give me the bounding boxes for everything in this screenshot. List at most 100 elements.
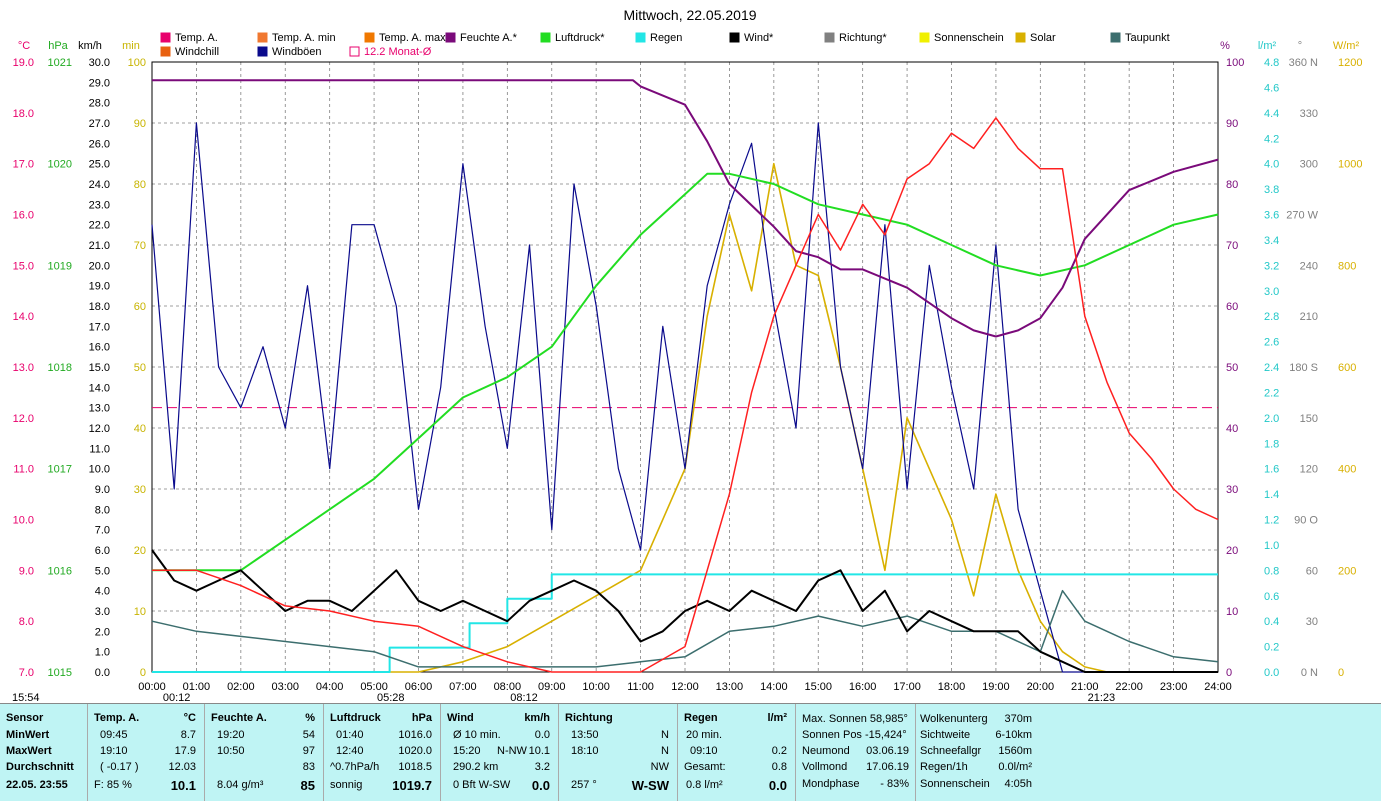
minutes-tick: 30 [134, 484, 146, 496]
solar-tick: 600 [1338, 362, 1356, 374]
legend-label: Windböen [272, 46, 322, 58]
astro-sun-pos: Sonnen Pos -15,424° [802, 729, 907, 741]
rain-tick: 4.0 [1264, 159, 1279, 171]
direction-tick: 180 S [1289, 362, 1318, 374]
rain-tick: 1.0 [1264, 540, 1279, 552]
legend-label: Feuchte A.* [460, 32, 518, 44]
pressure-current: 1019.7 [392, 778, 432, 793]
legend-swatch [1015, 32, 1026, 43]
direction-current: W-SW [631, 778, 669, 793]
humidity-tick: 90 [1226, 118, 1238, 130]
rain-tick: 3.2 [1264, 260, 1279, 272]
rain-tick: 3.8 [1264, 184, 1279, 196]
wind-title: Wind [447, 712, 474, 724]
sunshine-total: 4:05h [1004, 778, 1032, 790]
temp-tick: 11.0 [13, 464, 34, 476]
sunshine-label: Sonnenschein [920, 778, 990, 790]
rain-current: 0.0 [768, 778, 787, 793]
x-tick-label: 16:00 [849, 681, 877, 693]
pressure-title: Luftdruck [330, 712, 381, 724]
stats-humidity: Feuchte A. % 19:20 54 10:50 97 83 8.04 g… [205, 704, 324, 801]
legend-swatch [824, 32, 835, 43]
wind-tick: 12.0 [89, 423, 110, 435]
minutes-tick: 10 [134, 606, 146, 618]
wind-tick: 1.0 [95, 647, 110, 659]
row-avg-label: Durchschnitt [6, 761, 74, 773]
wind-tick: 22.0 [89, 220, 110, 232]
temp-tick: 18.0 [13, 108, 34, 120]
legend-label: Regen [650, 32, 682, 44]
humidity-max-time: 10:50 [217, 745, 245, 757]
x-tick-label: 17:00 [893, 681, 921, 693]
minutes-tick: 80 [134, 179, 146, 191]
minutes-tick: 90 [134, 118, 146, 130]
series-line-solar [152, 162, 1218, 673]
pressure-tick: 1019 [48, 260, 72, 272]
astro-fullmoon-label: Vollmond [802, 761, 848, 773]
direction-r3: NW [650, 761, 669, 773]
rain-tick: 2.2 [1264, 387, 1279, 399]
humidity-abs: 8.04 g/m³ [217, 779, 264, 791]
direction-deg: 257 ° [571, 779, 597, 791]
humidity-max: 97 [302, 745, 315, 757]
x-tick-label: 23:00 [1160, 681, 1188, 693]
wind-tick: 27.0 [89, 118, 110, 130]
temp-tick: 7.0 [19, 667, 34, 679]
minutes-tick: 40 [134, 423, 146, 435]
solar-tick: 0 [1338, 667, 1344, 679]
pressure-unit: hPa [411, 712, 432, 724]
humidity-avg: 83 [302, 761, 315, 773]
snowline: 1560m [998, 745, 1032, 757]
wind-tick: 8.0 [95, 504, 110, 516]
rain-tick: 0.8 [1264, 565, 1279, 577]
astro-moonphase-label: Mondphase [802, 778, 860, 790]
humidity-title: Feuchte A. [211, 712, 267, 724]
pressure-trend-val: 1018.5 [398, 761, 432, 773]
wind-tick: 0.0 [95, 667, 110, 679]
direction-tick: 270 W [1286, 210, 1318, 222]
wind-unit: km/h [524, 712, 550, 724]
astro-fullmoon: 17.06.19 [866, 761, 909, 773]
humidity-tick: 10 [1226, 606, 1238, 618]
pressure-tick: 1015 [48, 667, 72, 679]
rain-tick: 4.2 [1264, 133, 1279, 145]
legend-label: Solar [1030, 32, 1056, 44]
x-tick-label: 20:00 [1027, 681, 1055, 693]
wind-tick: 3.0 [95, 606, 110, 618]
pressure-min-time: 01:40 [336, 729, 364, 741]
x-tick-label: 15:00 [804, 681, 832, 693]
plot-frame [151, 61, 1219, 673]
axis-unit-label: W/m² [1333, 40, 1360, 52]
wind-tick: 26.0 [89, 138, 110, 150]
direction-r2-time: 18:10 [571, 745, 599, 757]
direction-tick: 60 [1306, 565, 1318, 577]
rain-total: 0.8 [771, 761, 787, 773]
axis-unit-label: % [1220, 40, 1230, 52]
wind-tick: 14.0 [89, 382, 110, 394]
temp-tick: 9.0 [19, 565, 34, 577]
x-tick-label: 09:00 [538, 681, 566, 693]
x-tick-label: 08:00 [494, 681, 522, 693]
direction-tick: 300 [1300, 159, 1318, 171]
x-tick-label: 03:00 [271, 681, 299, 693]
wind-mean: 3.2 [534, 761, 550, 773]
temp-tick: 13.0 [13, 362, 34, 374]
stats-rain: Regen l/m² 20 min. 09:10 0.2 Gesamt: 0.8… [678, 704, 796, 801]
x-tick-label: 10:00 [582, 681, 610, 693]
wind-tick: 4.0 [95, 586, 110, 598]
wind-tick: 11.0 [89, 443, 110, 455]
wind-bft: 0 Bft W-SW [453, 779, 511, 791]
rain-tick: 4.6 [1264, 82, 1279, 94]
rain-tick: 3.0 [1264, 286, 1279, 298]
temp-tick: 14.0 [13, 311, 34, 323]
wind-tick: 23.0 [89, 199, 110, 211]
rain-tick: 0.0 [1264, 667, 1279, 679]
rain-tick: 4.8 [1264, 57, 1279, 69]
direction-r1: N [661, 729, 669, 741]
wind-tick: 20.0 [89, 260, 110, 272]
wind-tick: 15.0 [89, 362, 110, 374]
rain-tick: 1.8 [1264, 438, 1279, 450]
humidity-tick: 70 [1226, 240, 1238, 252]
rain-tick: 1.6 [1264, 464, 1279, 476]
stats-wind: Wind km/h Ø 10 min. 0.0 15:20 N-NW 10.1 … [441, 704, 559, 801]
